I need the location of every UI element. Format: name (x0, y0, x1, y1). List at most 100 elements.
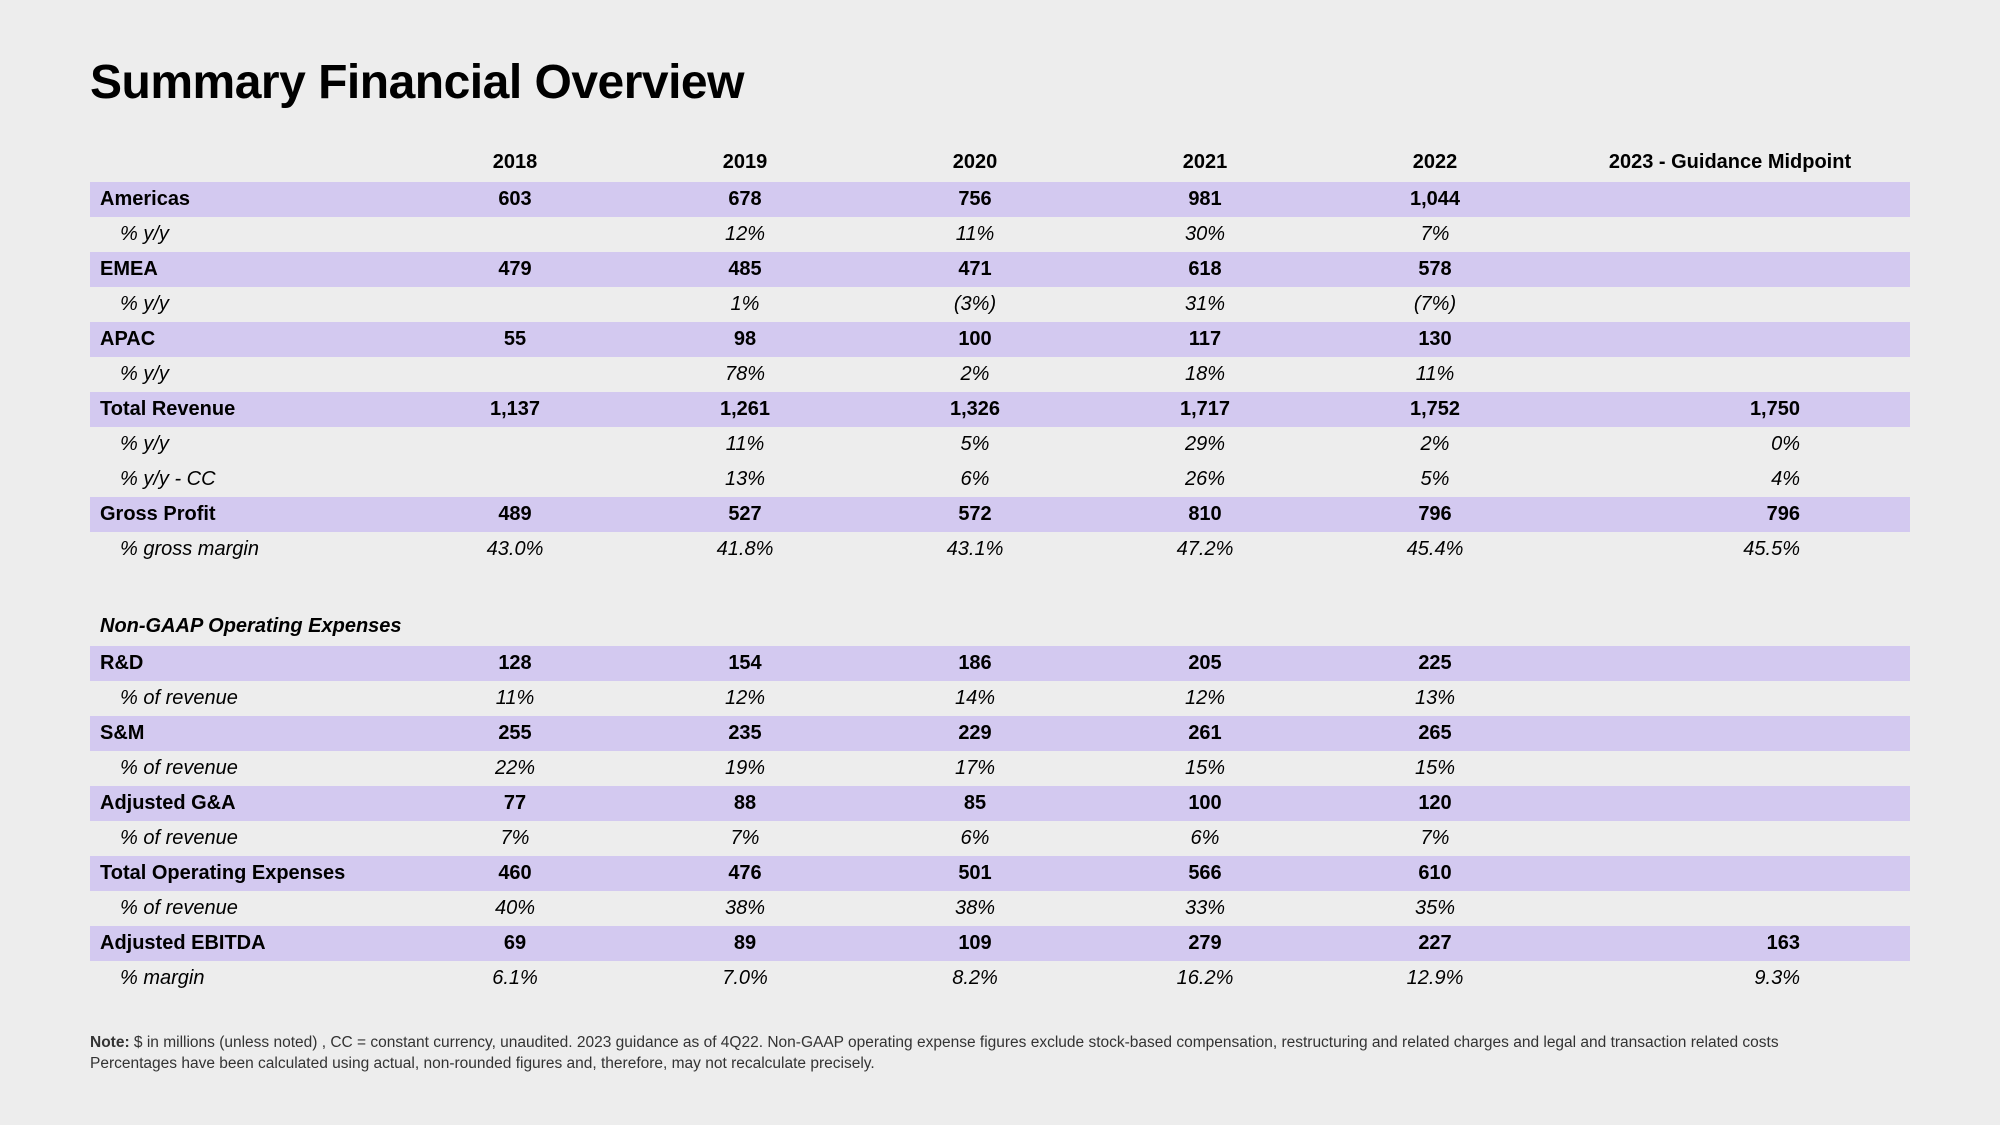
cell: 15% (1090, 751, 1320, 786)
table-row: % y/y12%11%30%7% (90, 217, 1910, 252)
cell: 5% (1320, 462, 1550, 497)
footnote-line1: $ in millions (unless noted) , CC = cons… (130, 1034, 1779, 1051)
cell: 6% (860, 462, 1090, 497)
cell: 225 (1320, 646, 1550, 681)
column-header: 2022 (1320, 145, 1550, 182)
table-row: % of revenue11%12%14%12%13% (90, 681, 1910, 716)
cell: 85 (860, 786, 1090, 821)
cell: 154 (630, 646, 860, 681)
cell: 1,752 (1320, 392, 1550, 427)
cell: 13% (630, 462, 860, 497)
cell: 69 (400, 926, 630, 961)
cell: 610 (1320, 856, 1550, 891)
cell: 1,326 (860, 392, 1090, 427)
cell: 0% (1550, 427, 1910, 462)
column-header: 2020 (860, 145, 1090, 182)
cell: 98 (630, 322, 860, 357)
table-row: Gross Profit489527572810796796 (90, 497, 1910, 532)
cell: 479 (400, 252, 630, 287)
cell: 47.2% (1090, 532, 1320, 567)
row-label: % of revenue (90, 751, 400, 786)
cell: 981 (1090, 182, 1320, 217)
header-blank (90, 145, 400, 182)
row-label: % y/y (90, 287, 400, 322)
row-label: % of revenue (90, 891, 400, 926)
cell (1550, 856, 1910, 891)
table-row: R&D128154186205225 (90, 646, 1910, 681)
slide-page: Summary Financial Overview 2018201920202… (0, 0, 2000, 1125)
cell (400, 462, 630, 497)
cell: 796 (1550, 497, 1910, 532)
cell (1550, 681, 1910, 716)
cell: 7% (400, 821, 630, 856)
cell: 117 (1090, 322, 1320, 357)
cell (1550, 716, 1910, 751)
cell: 12.9% (1320, 961, 1550, 996)
cell: 235 (630, 716, 860, 751)
cell (1550, 287, 1910, 322)
cell: 31% (1090, 287, 1320, 322)
cell: 38% (860, 891, 1090, 926)
cell: 578 (1320, 252, 1550, 287)
table-row: Adjusted G&A778885100120 (90, 786, 1910, 821)
cell: 229 (860, 716, 1090, 751)
cell (1550, 322, 1910, 357)
section-heading: Non-GAAP Operating Expenses (90, 607, 1910, 646)
cell: 11% (1320, 357, 1550, 392)
cell: 1,717 (1090, 392, 1320, 427)
table-row: % y/y - CC13%6%26%5%4% (90, 462, 1910, 497)
cell: 1,261 (630, 392, 860, 427)
cell: 40% (400, 891, 630, 926)
cell: 38% (630, 891, 860, 926)
cell: 26% (1090, 462, 1320, 497)
table-row: Total Revenue1,1371,2611,3261,7171,7521,… (90, 392, 1910, 427)
row-label: Americas (90, 182, 400, 217)
row-label: % of revenue (90, 681, 400, 716)
column-header: 2018 (400, 145, 630, 182)
cell (400, 217, 630, 252)
cell: 11% (630, 427, 860, 462)
cell: 7% (1320, 821, 1550, 856)
cell: 12% (1090, 681, 1320, 716)
header-row: 201820192020202120222023 - Guidance Midp… (90, 145, 1910, 182)
cell: 1,137 (400, 392, 630, 427)
cell: 6% (1090, 821, 1320, 856)
cell: 18% (1090, 357, 1320, 392)
cell: 33% (1090, 891, 1320, 926)
cell: 43.1% (860, 532, 1090, 567)
row-label: Total Operating Expenses (90, 856, 400, 891)
cell: 572 (860, 497, 1090, 532)
cell: 15% (1320, 751, 1550, 786)
row-label: % y/y - CC (90, 462, 400, 497)
cell: 17% (860, 751, 1090, 786)
cell: 19% (630, 751, 860, 786)
cell: 265 (1320, 716, 1550, 751)
cell: 1,044 (1320, 182, 1550, 217)
cell: 261 (1090, 716, 1320, 751)
cell: 7% (630, 821, 860, 856)
cell: (7%) (1320, 287, 1550, 322)
cell (1550, 182, 1910, 217)
row-label: Adjusted G&A (90, 786, 400, 821)
cell: 501 (860, 856, 1090, 891)
cell: 88 (630, 786, 860, 821)
table-row: Adjusted EBITDA6989109279227163 (90, 926, 1910, 961)
table-row: Americas6036787569811,044 (90, 182, 1910, 217)
row-label: Adjusted EBITDA (90, 926, 400, 961)
table-row: S&M255235229261265 (90, 716, 1910, 751)
row-label: % y/y (90, 357, 400, 392)
cell: 45.5% (1550, 532, 1910, 567)
cell: 100 (1090, 786, 1320, 821)
cell (1550, 786, 1910, 821)
cell (1550, 357, 1910, 392)
cell: 5% (860, 427, 1090, 462)
cell (1550, 891, 1910, 926)
table-row: % of revenue7%7%6%6%7% (90, 821, 1910, 856)
row-label: EMEA (90, 252, 400, 287)
cell: 2% (1320, 427, 1550, 462)
spacer-row (90, 567, 1910, 607)
table-row: % y/y78%2%18%11% (90, 357, 1910, 392)
cell: 9.3% (1550, 961, 1910, 996)
cell: 471 (860, 252, 1090, 287)
cell: 12% (630, 681, 860, 716)
